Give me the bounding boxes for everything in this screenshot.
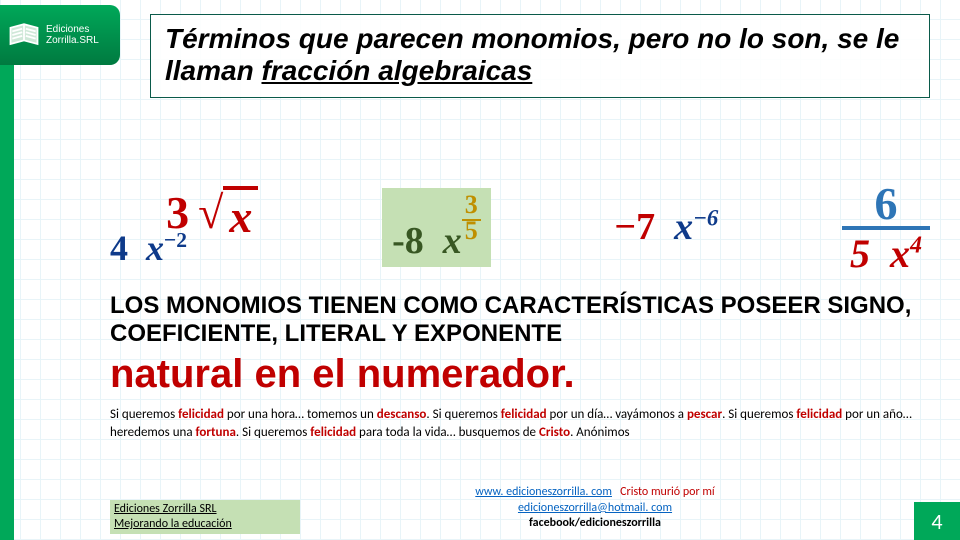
f2-coef: -8 (392, 220, 424, 262)
f1-coef-a: 4 (110, 228, 128, 268)
sqrt-icon: √x (198, 186, 258, 243)
title-part2: fracción algebraicas (261, 55, 532, 86)
formulas-row: 4 x−2 3 √x -8 x35 −7 x−6 6 5 x4 (110, 172, 930, 282)
footer-publisher-box: Ediciones Zorrilla SRL Mejorando la educ… (110, 500, 300, 534)
f1-var-a: x (146, 228, 164, 268)
felicidad-quote: Si queremos felicidad por una hora… tome… (110, 406, 930, 441)
book-icon (6, 17, 42, 53)
page-number: 4 (914, 502, 960, 540)
f2-exp-den: 5 (465, 216, 478, 245)
footer-tagline: Cristo murió por mí (620, 485, 715, 499)
publisher-logo: Ediciones Zorrilla.SRL (0, 5, 120, 65)
formula-4: 6 5 x4 (842, 177, 930, 277)
footer-facebook: facebook/edicioneszorrilla (430, 516, 760, 532)
footer-url[interactable]: www. edicioneszorrilla. com (475, 485, 612, 499)
footer-contact: www. edicioneszorrilla. com Cristo murió… (430, 485, 760, 532)
formula-3: −7 x−6 (614, 205, 718, 249)
left-accent-bar (0, 40, 14, 540)
footer-email[interactable]: edicioneszorrilla@hotmail. com (518, 501, 672, 515)
f4-num: 6 (842, 177, 930, 230)
f2-exp-frac: 35 (462, 192, 481, 244)
footer-publisher-1: Ediciones Zorrilla SRL (114, 502, 296, 517)
title-box: Términos que parecen monomios, pero no l… (150, 14, 930, 98)
f3-coef: −7 (614, 206, 655, 248)
f4-den-var: x (890, 231, 910, 276)
logo-text-1: Ediciones (46, 24, 99, 35)
f3-exp: −6 (693, 205, 718, 230)
natural-numerator-line: natural en el numerador. (110, 352, 575, 397)
f3-var: x (674, 206, 693, 248)
f4-den-coef: 5 (850, 231, 870, 276)
f1-coef-b: 3 (166, 187, 189, 238)
formula-2: -8 x35 (382, 188, 491, 267)
logo-text-2: Zorrilla.SRL (46, 35, 99, 46)
characteristics-line: LOS MONOMIOS TIENEN COMO CARACTERÍSTICAS… (110, 292, 940, 348)
formula-1: 4 x−2 3 √x (110, 186, 258, 269)
f2-var: x (443, 220, 462, 262)
f4-den-exp: 4 (910, 233, 922, 259)
f1-sqrt-arg: x (223, 186, 258, 243)
footer-publisher-2: Mejorando la educación (114, 517, 296, 532)
